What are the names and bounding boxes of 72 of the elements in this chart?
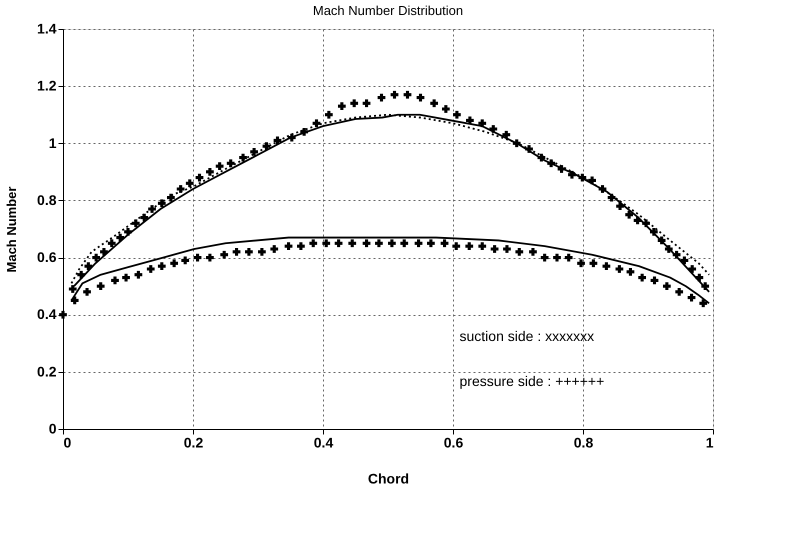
point — [245, 248, 253, 256]
point — [662, 282, 671, 290]
point — [388, 239, 396, 248]
point — [490, 245, 498, 253]
point — [540, 254, 549, 262]
point — [478, 242, 486, 250]
x-tick-label: 0.4 — [314, 434, 334, 450]
point — [427, 239, 435, 248]
point — [362, 239, 370, 248]
point — [206, 254, 214, 262]
point — [96, 282, 105, 290]
point — [688, 294, 696, 302]
point — [220, 250, 228, 259]
y-tick-label: 0.6 — [37, 249, 57, 266]
line-series — [70, 236, 710, 304]
point — [122, 274, 130, 282]
point — [309, 239, 318, 248]
point — [602, 262, 610, 270]
point — [452, 242, 460, 250]
point — [170, 259, 178, 268]
point — [375, 239, 383, 248]
x-tick-label: 0.8 — [574, 434, 594, 450]
point — [270, 245, 278, 253]
x-tick-label: 0.6 — [444, 434, 464, 450]
point — [111, 276, 119, 284]
point — [553, 254, 561, 262]
point — [194, 254, 202, 262]
point — [232, 248, 240, 256]
point — [348, 239, 356, 248]
y-axis-title: Mach Number — [4, 186, 20, 272]
point — [146, 265, 155, 273]
y-tick-label: 1 — [48, 134, 57, 151]
point — [284, 242, 292, 250]
point — [503, 245, 511, 253]
point — [529, 248, 537, 256]
point — [334, 239, 342, 248]
point — [414, 239, 422, 248]
point — [465, 242, 474, 250]
point — [626, 268, 634, 276]
point — [564, 254, 573, 262]
y-tick-label: 0.2 — [37, 363, 57, 380]
y-tick-label: 0.8 — [37, 192, 57, 208]
y-tick-label: 1.4 — [37, 20, 57, 36]
point — [577, 259, 585, 268]
point — [699, 299, 708, 308]
point — [134, 270, 142, 279]
annotation: suction side : xxxxxxx — [460, 328, 594, 344]
x-axis-title: Chord — [368, 470, 410, 486]
x-tick-label: 0.2 — [184, 434, 204, 450]
point — [400, 239, 408, 248]
point — [181, 256, 190, 264]
annotation: pressure side : ++++++ — [460, 373, 604, 389]
point — [440, 239, 448, 248]
point — [59, 310, 67, 319]
chart-title: Mach Number Distribution — [312, 3, 464, 18]
x-tick-label: 0 — [64, 434, 72, 450]
x-tick-label: 1 — [706, 434, 714, 450]
point — [83, 288, 91, 296]
point — [70, 296, 79, 304]
point — [297, 242, 305, 250]
point — [515, 248, 524, 256]
point — [590, 259, 598, 268]
point — [675, 288, 684, 296]
point — [258, 248, 266, 256]
point — [638, 274, 646, 282]
point — [616, 265, 624, 273]
y-tick-label: 0 — [48, 420, 57, 436]
point — [322, 239, 330, 248]
y-tick-label: 0.4 — [37, 306, 57, 322]
point — [158, 262, 166, 270]
point — [650, 276, 658, 284]
y-tick-label: 1.2 — [37, 78, 57, 94]
